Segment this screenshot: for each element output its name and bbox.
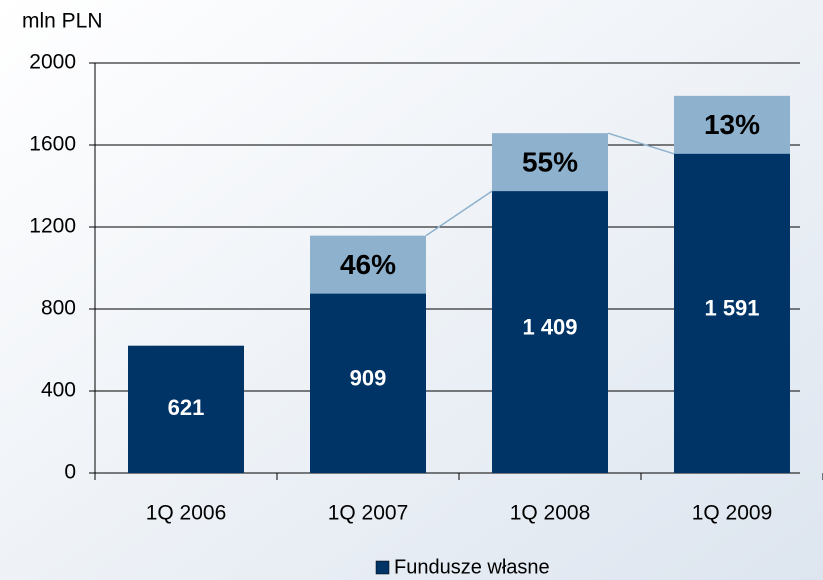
y-tick-label: 2000 [29,51,76,74]
legend-label: Fundusze własne [394,556,550,578]
bar [492,184,608,473]
value-label: 1 409 [522,314,577,339]
legend-swatch [375,560,390,575]
growth-box [674,95,790,154]
y-tick-label: 800 [41,297,76,320]
x-tick-label: 1Q 2007 [328,502,409,525]
value-label: 621 [168,395,205,420]
bar [674,146,790,473]
growth-box [310,235,426,294]
x-tick-label: 1Q 2006 [146,502,227,525]
growth-label: 13% [704,109,760,140]
growth-label: 46% [340,249,396,280]
y-tick-label: 1600 [29,133,76,156]
growth-box [492,133,608,192]
x-tick-label: 1Q 2009 [692,502,773,525]
y-tick-label: 0 [64,461,76,484]
connector-line [607,132,675,155]
y-tick-label: 400 [41,379,76,402]
value-label: 1 591 [704,296,759,321]
y-axis-label: mln PLN [22,10,103,33]
growth-label: 55% [522,147,578,178]
bar [128,345,244,473]
y-tick-label: 1200 [29,215,76,238]
value-label: 909 [350,366,387,391]
bar [310,286,426,473]
connector-line [425,190,493,237]
x-tick-label: 1Q 2008 [510,502,591,525]
